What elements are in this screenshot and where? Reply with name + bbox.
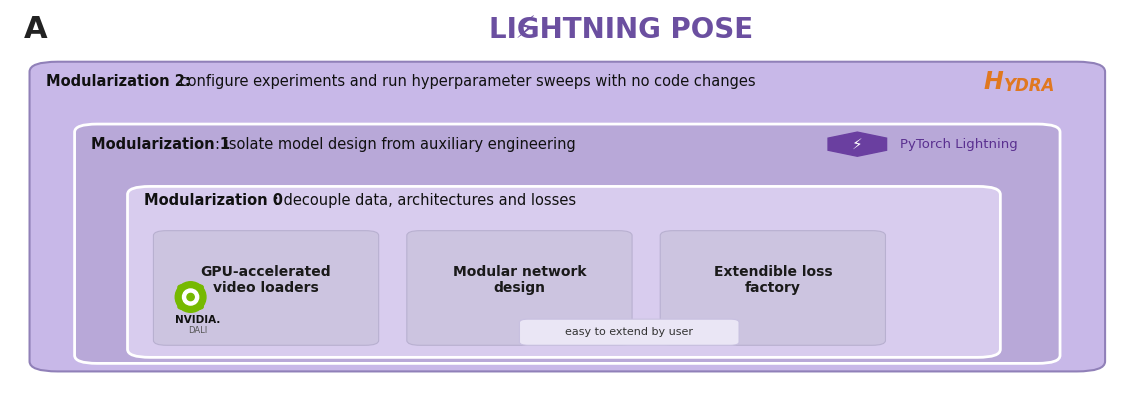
- Text: NVIDIA.: NVIDIA.: [175, 315, 220, 325]
- Text: configure experiments and run hyperparameter sweeps with no code changes: configure experiments and run hyperparam…: [175, 75, 755, 90]
- Text: ●: ●: [187, 292, 194, 301]
- Ellipse shape: [175, 282, 205, 312]
- FancyBboxPatch shape: [177, 284, 204, 310]
- Text: ⚡: ⚡: [515, 15, 536, 44]
- FancyBboxPatch shape: [29, 62, 1105, 371]
- Text: GPU-accelerated
video loaders: GPU-accelerated video loaders: [201, 265, 332, 295]
- Text: : isolate model design from auxiliary engineering: : isolate model design from auxiliary en…: [216, 136, 576, 152]
- Text: Modularization 2:: Modularization 2:: [46, 75, 191, 90]
- Ellipse shape: [187, 293, 194, 301]
- Text: Modular network
design: Modular network design: [453, 265, 586, 295]
- FancyBboxPatch shape: [75, 124, 1060, 363]
- Ellipse shape: [183, 289, 199, 305]
- Text: LIGHTNING POSE: LIGHTNING POSE: [489, 15, 753, 44]
- Text: easy to extend by user: easy to extend by user: [566, 327, 693, 337]
- Text: Modularization 0: Modularization 0: [145, 193, 283, 208]
- Text: YDRA: YDRA: [1004, 77, 1056, 95]
- FancyBboxPatch shape: [154, 231, 378, 345]
- FancyBboxPatch shape: [128, 186, 1000, 357]
- Text: : decouple data, architectures and losses: : decouple data, architectures and losse…: [274, 193, 576, 208]
- Text: ⚡: ⚡: [852, 136, 863, 152]
- Text: A: A: [24, 15, 47, 44]
- Text: Extendible loss
factory: Extendible loss factory: [714, 265, 832, 295]
- Text: PyTorch Lightning: PyTorch Lightning: [900, 138, 1018, 151]
- Text: H: H: [983, 70, 1004, 94]
- FancyBboxPatch shape: [519, 319, 739, 345]
- FancyBboxPatch shape: [406, 231, 632, 345]
- FancyBboxPatch shape: [660, 231, 885, 345]
- Text: Modularization 1: Modularization 1: [91, 136, 230, 152]
- Text: DALI: DALI: [187, 326, 207, 335]
